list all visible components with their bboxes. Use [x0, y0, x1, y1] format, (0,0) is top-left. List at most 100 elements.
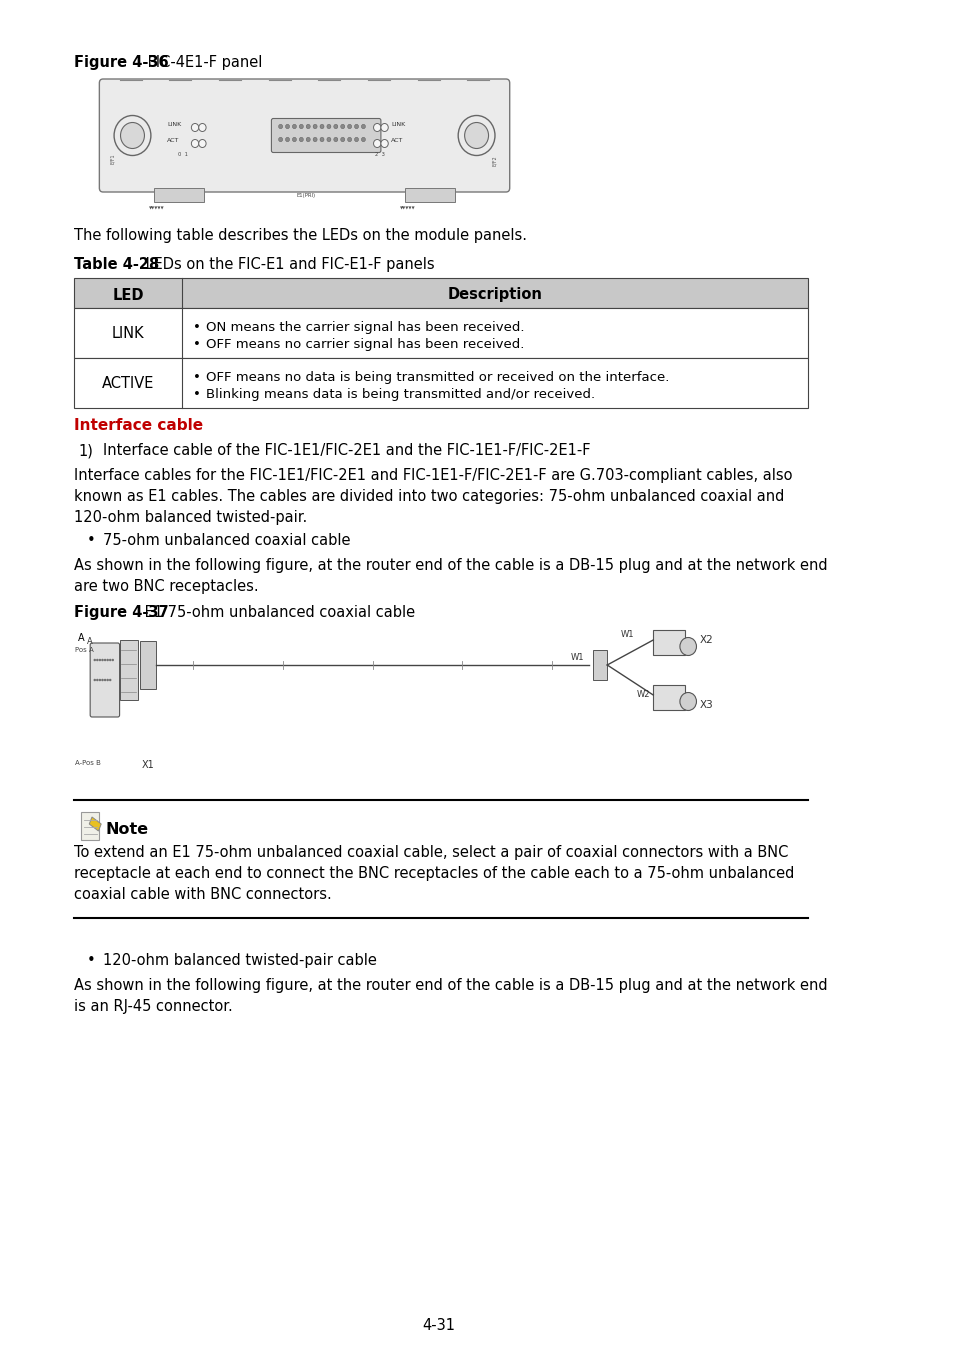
Circle shape: [93, 659, 95, 662]
Text: •: •: [87, 953, 95, 968]
Text: LINK: LINK: [168, 122, 181, 127]
Text: •: •: [193, 321, 201, 333]
Text: ACT: ACT: [391, 138, 403, 143]
Text: •: •: [87, 533, 95, 548]
Text: E/F1: E/F1: [111, 154, 115, 165]
Circle shape: [292, 138, 296, 142]
Text: Pos A: Pos A: [75, 647, 94, 653]
Circle shape: [313, 138, 316, 142]
Circle shape: [101, 679, 103, 680]
Circle shape: [192, 139, 198, 147]
Circle shape: [380, 139, 388, 147]
Circle shape: [361, 138, 365, 142]
Text: LEDs on the FIC-E1 and FIC-E1-F panels: LEDs on the FIC-E1 and FIC-E1-F panels: [141, 256, 434, 271]
Circle shape: [299, 138, 303, 142]
Text: The following table describes the LEDs on the module panels.: The following table describes the LEDs o…: [73, 228, 526, 243]
Circle shape: [292, 124, 296, 128]
Text: OFF means no carrier signal has been received.: OFF means no carrier signal has been rec…: [206, 338, 524, 351]
Circle shape: [679, 637, 696, 656]
Circle shape: [104, 659, 106, 662]
Text: known as E1 cables. The cables are divided into two categories: 75-ohm unbalance: known as E1 cables. The cables are divid…: [73, 489, 783, 504]
Circle shape: [679, 693, 696, 710]
Text: X2: X2: [700, 634, 713, 645]
Text: 120-ohm balanced twisted-pair cable: 120-ohm balanced twisted-pair cable: [103, 953, 376, 968]
Bar: [593, 649, 607, 680]
Text: To extend an E1 75-ohm unbalanced coaxial cable, select a pair of coaxial connec: To extend an E1 75-ohm unbalanced coaxia…: [73, 845, 787, 860]
Text: are two BNC receptacles.: are two BNC receptacles.: [73, 579, 258, 594]
Circle shape: [96, 659, 98, 662]
Circle shape: [101, 659, 103, 662]
Text: LED: LED: [112, 288, 144, 302]
FancyBboxPatch shape: [91, 643, 119, 717]
Text: •: •: [193, 371, 201, 383]
Text: Figure 4-36: Figure 4-36: [73, 55, 168, 70]
Text: W1: W1: [570, 653, 583, 662]
Bar: [153, 188, 204, 202]
Text: •: •: [193, 387, 201, 401]
Circle shape: [355, 138, 358, 142]
Text: X1: X1: [142, 760, 154, 770]
FancyBboxPatch shape: [99, 80, 509, 192]
Circle shape: [112, 659, 113, 662]
Text: receptacle at each end to connect the BNC receptacles of the cable each to a 75-: receptacle at each end to connect the BN…: [73, 865, 793, 882]
Bar: [140, 641, 156, 688]
Circle shape: [347, 138, 352, 142]
Text: X3: X3: [700, 701, 713, 710]
Circle shape: [107, 679, 109, 680]
Circle shape: [361, 124, 365, 128]
Circle shape: [347, 124, 352, 128]
Circle shape: [192, 123, 198, 131]
Text: 2  3: 2 3: [375, 151, 385, 157]
Circle shape: [374, 139, 380, 147]
Text: E/F2: E/F2: [492, 155, 497, 166]
Circle shape: [110, 679, 112, 680]
Text: LINK: LINK: [112, 327, 144, 342]
Circle shape: [96, 679, 98, 680]
Circle shape: [285, 138, 289, 142]
Text: Figure 4-37: Figure 4-37: [73, 605, 168, 620]
Text: ▼▼▼▼▼: ▼▼▼▼▼: [400, 207, 416, 211]
Circle shape: [340, 124, 344, 128]
Circle shape: [374, 123, 380, 131]
Circle shape: [110, 659, 112, 662]
Text: coaxial cable with BNC connectors.: coaxial cable with BNC connectors.: [73, 887, 331, 902]
Text: ON means the carrier signal has been received.: ON means the carrier signal has been rec…: [206, 321, 524, 333]
Text: 4-31: 4-31: [422, 1318, 455, 1332]
Text: A: A: [78, 633, 85, 643]
Circle shape: [313, 124, 316, 128]
Text: 0  1: 0 1: [178, 151, 189, 157]
Circle shape: [198, 139, 206, 147]
Text: FIC-4E1-F panel: FIC-4E1-F panel: [142, 55, 262, 70]
Text: W2: W2: [636, 690, 650, 699]
Text: Note: Note: [106, 822, 149, 837]
Circle shape: [380, 123, 388, 131]
Text: OFF means no data is being transmitted or received on the interface.: OFF means no data is being transmitted o…: [206, 371, 669, 383]
Text: Interface cables for the FIC-1E1/FIC-2E1 and FIC-1E1-F/FIC-2E1-F are G.703-compl: Interface cables for the FIC-1E1/FIC-2E1…: [73, 468, 791, 483]
Circle shape: [464, 123, 488, 148]
Text: Table 4-28: Table 4-28: [73, 256, 159, 271]
Circle shape: [278, 138, 282, 142]
Text: A-Pos B: A-Pos B: [75, 760, 101, 765]
Bar: [653, 684, 684, 710]
Text: E1(PRI): E1(PRI): [296, 193, 315, 198]
Circle shape: [327, 138, 331, 142]
Circle shape: [334, 138, 337, 142]
FancyBboxPatch shape: [272, 119, 380, 153]
Text: A: A: [88, 637, 93, 647]
Circle shape: [99, 659, 101, 662]
Circle shape: [340, 138, 344, 142]
Bar: [404, 188, 455, 202]
Polygon shape: [90, 817, 101, 832]
Circle shape: [99, 679, 101, 680]
Text: E1 75-ohm unbalanced coaxial cable: E1 75-ohm unbalanced coaxial cable: [140, 605, 415, 620]
Circle shape: [306, 124, 310, 128]
Text: W1: W1: [620, 630, 634, 639]
Text: is an RJ-45 connector.: is an RJ-45 connector.: [73, 999, 233, 1014]
Circle shape: [334, 124, 337, 128]
Text: As shown in the following figure, at the router end of the cable is a DB-15 plug: As shown in the following figure, at the…: [73, 558, 826, 572]
Text: 120-ohm balanced twisted-pair.: 120-ohm balanced twisted-pair.: [73, 510, 307, 525]
Text: Blinking means data is being transmitted and/or received.: Blinking means data is being transmitted…: [206, 387, 595, 401]
Text: 75-ohm unbalanced coaxial cable: 75-ohm unbalanced coaxial cable: [103, 533, 350, 548]
Text: Interface cable: Interface cable: [73, 418, 203, 433]
Bar: [73, 308, 807, 358]
